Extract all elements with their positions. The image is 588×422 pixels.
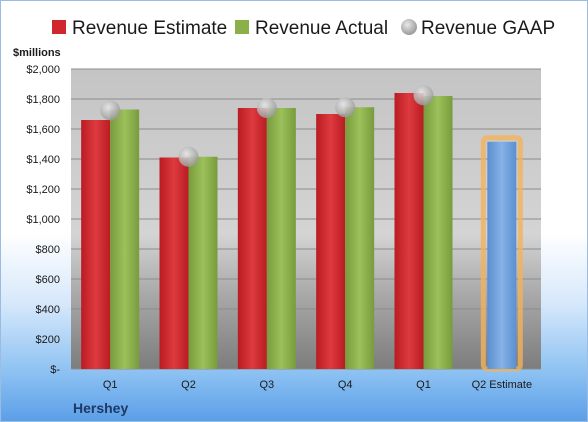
gaap-marker: [178, 146, 199, 167]
y-tick-label: $1,400: [26, 154, 60, 166]
legend-label-actual: Revenue Actual: [255, 18, 388, 39]
bar-actual: [345, 107, 375, 369]
x-tick-label: Q2: [181, 379, 196, 391]
legend-swatch-gaap: [401, 19, 417, 35]
bar-estimate: [81, 120, 111, 369]
legend-label-estimate: Revenue Estimate: [72, 18, 227, 39]
x-tick-label: Q1: [416, 379, 431, 391]
bar-actual: [110, 109, 140, 369]
y-tick-label: $200: [36, 334, 60, 346]
gaap-marker: [256, 98, 277, 118]
gridlines: [71, 68, 541, 370]
y-tick-label: $1,000: [26, 214, 60, 226]
x-axis-ticks: Q1 Q2 Q3 Q4 Q1 Q2 Estimate: [103, 379, 532, 391]
legend-item-estimate: Revenue Estimate: [52, 18, 227, 39]
x-tick-label: Q3: [259, 379, 274, 391]
y-unit-label: $millions: [13, 47, 61, 59]
bar-estimate: [394, 93, 424, 369]
bar-estimate: [316, 114, 346, 369]
y-axis-ticks: $- $200 $400 $600 $800 $1,000 $1,200 $1,400 $1,6…: [26, 64, 60, 376]
bar-actual: [266, 108, 296, 369]
gaap-marker: [335, 97, 356, 118]
legend-item-actual: Revenue Actual: [235, 18, 388, 39]
y-tick-label: $800: [36, 244, 60, 256]
y-tick-label: $1,200: [26, 184, 60, 196]
legend-item-gaap: Revenue GAAP: [401, 18, 555, 39]
legend-swatch-estimate: [52, 20, 66, 34]
legend: Revenue Estimate Revenue Actual Revenue …: [52, 18, 555, 39]
company-name: Hershey: [73, 400, 128, 416]
bar-estimate: [237, 108, 267, 369]
bar-actual: [423, 96, 453, 369]
y-tick-label: $400: [36, 304, 60, 316]
x-tick-label: Q2 Estimate: [472, 379, 533, 391]
gaap-marker: [413, 85, 434, 106]
bars: [81, 93, 523, 372]
y-tick-label: $600: [36, 274, 60, 286]
legend-label-gaap: Revenue GAAP: [421, 18, 555, 39]
gaap-marker: [100, 100, 121, 121]
y-tick-label: $1,600: [26, 124, 60, 136]
y-tick-label: $1,800: [26, 94, 60, 106]
bar-estimate: [159, 157, 189, 369]
gaap-markers: [100, 85, 434, 167]
bar-estimate-projection: [487, 141, 517, 369]
legend-swatch-actual: [235, 20, 249, 34]
x-tick-label: Q1: [103, 379, 118, 391]
y-tick-label: $-: [50, 364, 60, 376]
y-tick-label: $2,000: [26, 64, 60, 76]
x-tick-label: Q4: [338, 379, 353, 391]
bar-actual: [188, 156, 218, 369]
